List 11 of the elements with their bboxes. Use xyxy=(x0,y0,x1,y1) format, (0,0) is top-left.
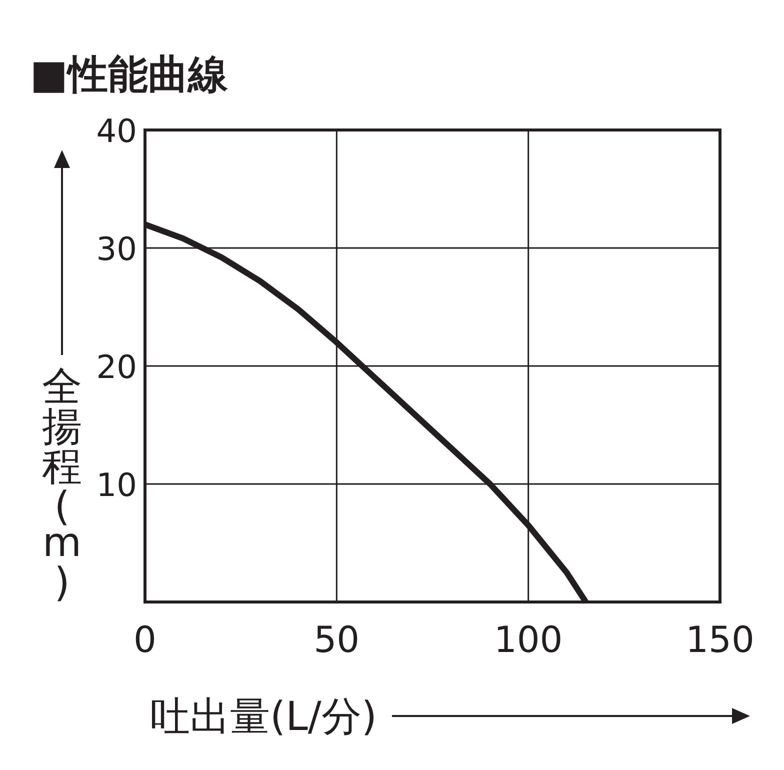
y-tick-label: 40 xyxy=(96,112,137,150)
x-tick-label: 100 xyxy=(494,620,563,661)
y-axis-title: 全揚程(m) xyxy=(42,364,82,606)
x-tick-label: 150 xyxy=(686,620,754,661)
x-tick-label: 0 xyxy=(134,620,156,661)
x-tick-label: 50 xyxy=(314,620,360,661)
y-tick-label: 20 xyxy=(96,348,137,386)
x-axis-title: 吐出量(L/分) xyxy=(150,694,377,740)
y-tick-label: 10 xyxy=(96,466,137,504)
chart-title: ■性能曲線 xyxy=(30,52,229,98)
y-tick-label: 30 xyxy=(96,230,137,268)
